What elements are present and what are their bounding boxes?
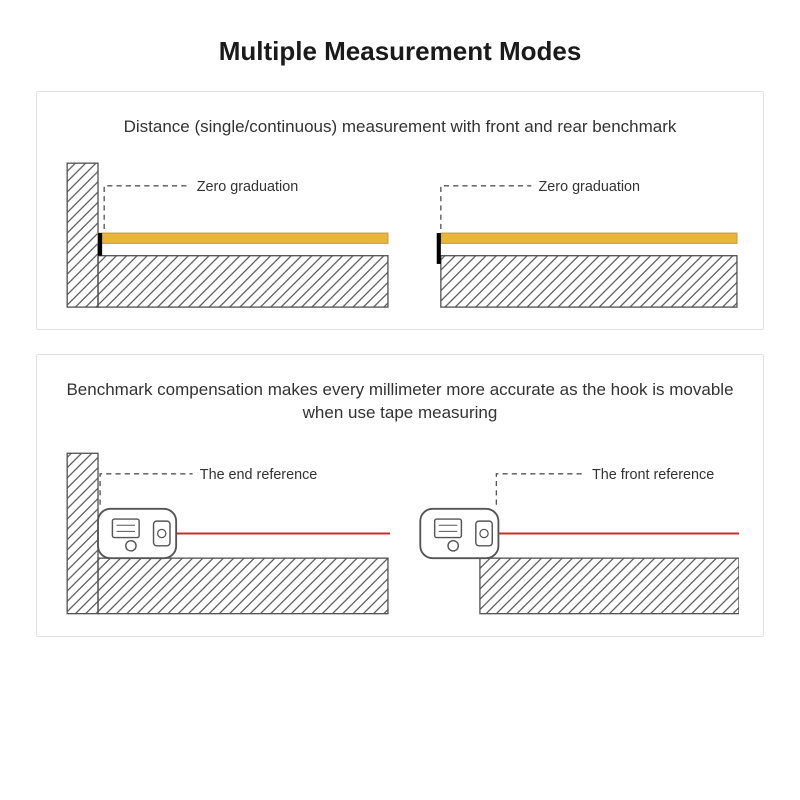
diagram-front-reference: The front reference <box>410 443 739 618</box>
label-zero-graduation-left: Zero graduation <box>197 179 298 195</box>
diagram-rear-benchmark: Zero graduation <box>61 157 390 311</box>
diagram-front-benchmark: Zero graduation <box>410 157 739 311</box>
laser-device-icon <box>98 509 176 558</box>
page-title: Multiple Measurement Modes <box>36 36 764 67</box>
label-front-reference: The front reference <box>592 467 714 483</box>
panel2-caption: Benchmark compensation makes every milli… <box>61 379 739 425</box>
panel1-caption: Distance (single/continuous) measurement… <box>61 116 739 139</box>
panel-distance-measurement: Distance (single/continuous) measurement… <box>36 91 764 330</box>
panel-benchmark-compensation: Benchmark compensation makes every milli… <box>36 354 764 637</box>
label-zero-graduation-right: Zero graduation <box>539 179 641 195</box>
label-end-reference: The end reference <box>200 467 317 483</box>
diagram-end-reference: The end reference <box>61 443 390 618</box>
laser-device-icon <box>420 509 498 558</box>
